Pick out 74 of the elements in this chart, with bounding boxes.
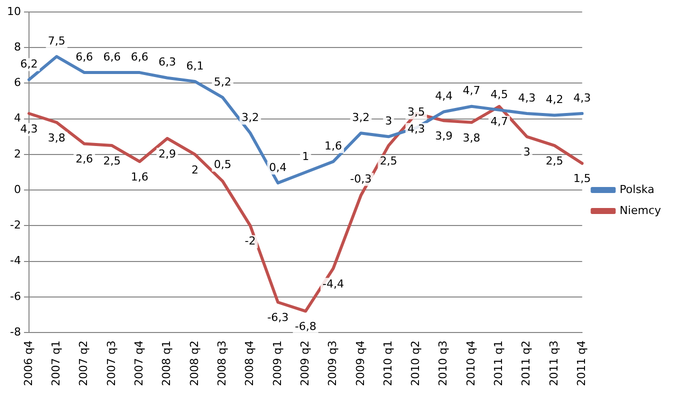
legend-label: Niemcy <box>620 204 662 217</box>
y-tick-label: 6 <box>14 76 21 90</box>
data-label: 3,2 <box>352 110 370 124</box>
data-label: 2,6 <box>76 152 94 166</box>
x-tick-label: 2007 q1 <box>50 340 63 386</box>
x-tick-label: 2009 q1 <box>270 340 284 386</box>
x-tick-label: 2010 q3 <box>436 340 450 386</box>
data-label: -6,8 <box>294 320 316 334</box>
data-label: 6,3 <box>158 56 176 69</box>
data-label: 4,7 <box>462 84 480 98</box>
x-tick-label: 2011 q2 <box>520 340 533 386</box>
data-label: 3,8 <box>462 131 480 144</box>
data-label: 6,6 <box>130 50 148 64</box>
data-label: 1,5 <box>573 172 591 186</box>
y-tick-label: 4 <box>14 112 21 125</box>
data-label: 3,8 <box>48 131 66 144</box>
y-tick-label: 0 <box>14 182 21 196</box>
x-tick-label: 2008 q3 <box>215 340 228 386</box>
data-label: 1,6 <box>324 139 342 152</box>
data-label: 4,3 <box>407 122 425 136</box>
data-label: 3 <box>523 146 530 159</box>
data-label: 4,3 <box>20 122 38 136</box>
y-tick-label: 10 <box>6 4 21 18</box>
data-label: 6,6 <box>103 50 121 64</box>
data-label: 6,6 <box>76 50 94 64</box>
data-label: 2,5 <box>103 154 121 168</box>
data-label: 2,9 <box>158 147 176 160</box>
x-tick-label: 2009 q4 <box>354 340 367 386</box>
data-label: 6,1 <box>186 59 204 72</box>
data-label: 3,2 <box>242 110 260 124</box>
x-tick-label: 2009 q2 <box>298 340 312 386</box>
data-label: -2 <box>244 234 256 248</box>
data-label: 0,4 <box>269 160 287 174</box>
x-tick-label: 2008 q4 <box>243 340 256 386</box>
x-tick-label: 2010 q4 <box>464 340 478 386</box>
data-label: 0,5 <box>214 158 232 172</box>
x-tick-label: 2008 q2 <box>188 340 201 386</box>
data-label: 1 <box>302 150 310 164</box>
data-label: 2,5 <box>380 154 398 168</box>
data-label: -0,3 <box>350 172 372 186</box>
x-tick-label: 2007 q2 <box>77 340 90 386</box>
data-label: 1,6 <box>130 170 148 184</box>
x-tick-label: 2010 q2 <box>409 340 422 386</box>
data-label: 7,5 <box>48 34 66 48</box>
data-label: -6,3 <box>267 311 289 324</box>
data-label: 4,3 <box>518 91 536 104</box>
data-label: 4,7 <box>490 115 508 128</box>
data-label: 4,4 <box>435 90 453 103</box>
data-label: 6,2 <box>20 58 38 71</box>
x-tick-label: 2011 q3 <box>547 340 560 386</box>
data-label: 5,2 <box>214 75 232 88</box>
data-label: 4,2 <box>546 93 564 106</box>
x-tick-label: 2010 q1 <box>381 340 394 386</box>
y-tick-label: 8 <box>14 40 21 54</box>
x-tick-label: 2007 q3 <box>104 340 118 386</box>
x-tick-label: 2006 q4 <box>22 340 35 386</box>
data-label: 2,5 <box>546 154 564 168</box>
data-label: 4,3 <box>573 91 591 104</box>
x-tick-label: 2011 q4 <box>575 340 588 386</box>
data-label: 4,5 <box>490 88 508 101</box>
y-tick-label: -6 <box>10 290 21 303</box>
data-label: -4,4 <box>322 277 344 290</box>
legend-label: Polska <box>620 182 654 196</box>
data-label: 3 <box>385 114 392 128</box>
x-tick-label: 2009 q3 <box>326 340 340 386</box>
y-tick-label: -8 <box>10 325 21 338</box>
y-tick-label: -4 <box>10 254 21 268</box>
x-tick-label: 2007 q4 <box>132 340 146 386</box>
data-label: 2 <box>191 163 198 176</box>
x-tick-label: 2008 q1 <box>160 340 174 386</box>
y-tick-label: 2 <box>14 147 21 160</box>
y-tick-label: -2 <box>10 218 21 232</box>
x-tick-label: 2011 q1 <box>492 340 506 386</box>
data-label: 3,9 <box>435 129 453 142</box>
